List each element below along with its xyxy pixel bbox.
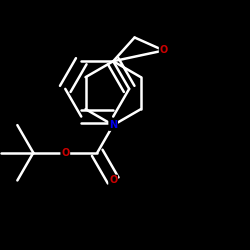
Text: O: O: [160, 46, 168, 56]
Text: O: O: [61, 148, 70, 158]
Text: O: O: [109, 176, 117, 186]
Text: N: N: [109, 120, 117, 130]
